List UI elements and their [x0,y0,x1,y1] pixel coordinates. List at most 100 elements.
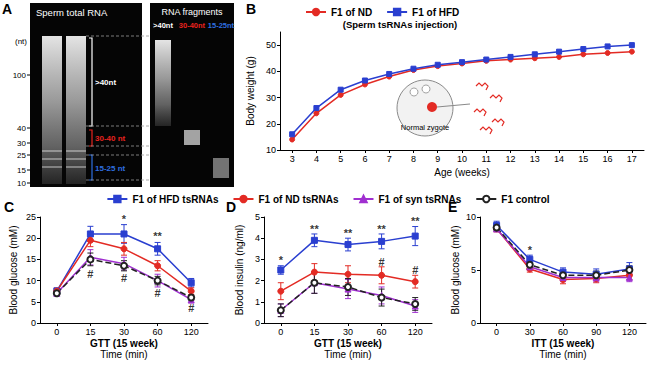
svg-text:4: 4 [255,233,260,243]
svg-text:Blood insulin (ng/ml): Blood insulin (ng/ml) [234,225,245,316]
svg-text:Age (weeks): Age (weeks) [434,167,490,178]
svg-text:10: 10 [17,179,26,188]
svg-text:4: 4 [314,154,319,164]
svg-text:15-25nt: 15-25nt [208,21,235,30]
svg-text:30: 30 [17,139,26,148]
svg-text:15-25 nt: 15-25 nt [95,164,126,173]
svg-text:GTT (15 week): GTT (15 week) [314,338,382,349]
svg-text:**: ** [344,227,353,239]
svg-text:F1 of ND: F1 of ND [331,7,372,18]
svg-text:40: 40 [266,66,276,76]
svg-text:**: ** [411,215,420,227]
svg-text:120: 120 [408,327,423,337]
svg-text:(Sperm tsRNAs injection): (Sperm tsRNAs injection) [343,19,458,30]
svg-text:1: 1 [255,297,260,307]
svg-text:15: 15 [309,327,319,337]
svg-text:5: 5 [31,297,36,307]
svg-text:0: 0 [471,318,476,328]
svg-text:>40nt: >40nt [153,21,173,30]
svg-text:RNA fragments: RNA fragments [161,7,223,17]
svg-text:6: 6 [362,154,367,164]
svg-text:B: B [246,1,256,17]
svg-text:25: 25 [17,151,26,160]
svg-text:0: 0 [31,318,36,328]
svg-text:60: 60 [153,327,163,337]
svg-text:60: 60 [377,327,387,337]
svg-text:*: * [528,244,533,256]
svg-text:30: 30 [119,327,129,337]
svg-text:**: ** [377,223,386,235]
svg-text:F1 of HFD: F1 of HFD [412,7,459,18]
svg-text:0: 0 [255,318,260,328]
svg-text:120: 120 [622,327,637,337]
svg-text:#: # [379,256,385,268]
svg-text:F1 of HFD tsRNAs: F1 of HFD tsRNAs [132,194,219,205]
svg-text:50: 50 [266,40,276,50]
svg-text:Time (min): Time (min) [100,349,147,360]
svg-text:0: 0 [54,327,59,337]
svg-text:15: 15 [26,254,36,264]
svg-text:A: A [2,1,12,17]
svg-text:C: C [4,199,14,215]
svg-text:20: 20 [26,233,36,243]
svg-text:Time (min): Time (min) [539,349,586,360]
svg-text:ITT (15 week): ITT (15 week) [532,338,595,349]
svg-text:**: ** [153,230,162,242]
svg-text:10: 10 [266,145,276,155]
svg-text:7: 7 [387,154,392,164]
svg-text:GTT (15 week): GTT (15 week) [90,338,158,349]
svg-text:*: * [279,254,284,266]
svg-text:15: 15 [85,327,95,337]
svg-text:10: 10 [466,212,476,222]
svg-text:10: 10 [26,276,36,286]
svg-text:D: D [226,199,236,215]
svg-text:30-40nt: 30-40nt [179,21,206,30]
svg-text:5: 5 [471,265,476,275]
svg-text:15: 15 [17,166,26,175]
svg-text:30: 30 [343,327,353,337]
svg-text:F1 of ND tsRNAs: F1 of ND tsRNAs [258,194,338,205]
svg-text:Normal zygote: Normal zygote [401,123,449,132]
svg-text:Time (min): Time (min) [324,349,371,360]
svg-text:100: 100 [13,71,27,80]
svg-text:#: # [121,272,127,284]
svg-text:9: 9 [435,154,440,164]
svg-text:10: 10 [457,154,467,164]
svg-text:40: 40 [17,124,26,133]
svg-text:25: 25 [26,212,36,222]
svg-text:2: 2 [255,276,260,286]
svg-text:120: 120 [184,327,199,337]
svg-text:3: 3 [290,154,295,164]
svg-text:3: 3 [255,254,260,264]
svg-text:11: 11 [482,154,491,164]
svg-text:20: 20 [266,119,276,129]
svg-text:17: 17 [627,154,637,164]
svg-text:8: 8 [411,154,416,164]
svg-text:0: 0 [278,327,283,337]
svg-text:13: 13 [530,154,540,164]
svg-text:*: * [122,213,127,225]
svg-text:30: 30 [266,93,276,103]
svg-text:12: 12 [506,154,516,164]
svg-text:(nt): (nt) [15,37,27,46]
svg-text:90: 90 [591,327,601,337]
svg-text:14: 14 [554,154,564,164]
svg-text:#: # [412,264,418,276]
svg-text:30-40 nt: 30-40 nt [95,134,126,143]
svg-text:Blood glucose (mM): Blood glucose (mM) [8,226,19,315]
svg-text:5: 5 [255,212,260,222]
svg-text:F1 of syn tsRNAs: F1 of syn tsRNAs [378,194,461,205]
svg-text:30: 30 [525,327,535,337]
svg-text:5: 5 [338,154,343,164]
svg-text:**: ** [310,223,319,235]
svg-text:Blood glucose (mM): Blood glucose (mM) [450,226,461,315]
svg-text:16: 16 [603,154,613,164]
svg-text:15: 15 [578,154,588,164]
svg-text:Sperm total RNA: Sperm total RNA [36,7,108,18]
svg-text:#: # [87,268,93,280]
svg-text:60: 60 [558,327,568,337]
svg-text:>40nt: >40nt [95,78,116,87]
svg-text:0: 0 [494,327,499,337]
svg-text:Body weight (g): Body weight (g) [245,56,256,125]
svg-text:F1 control: F1 control [501,194,550,205]
